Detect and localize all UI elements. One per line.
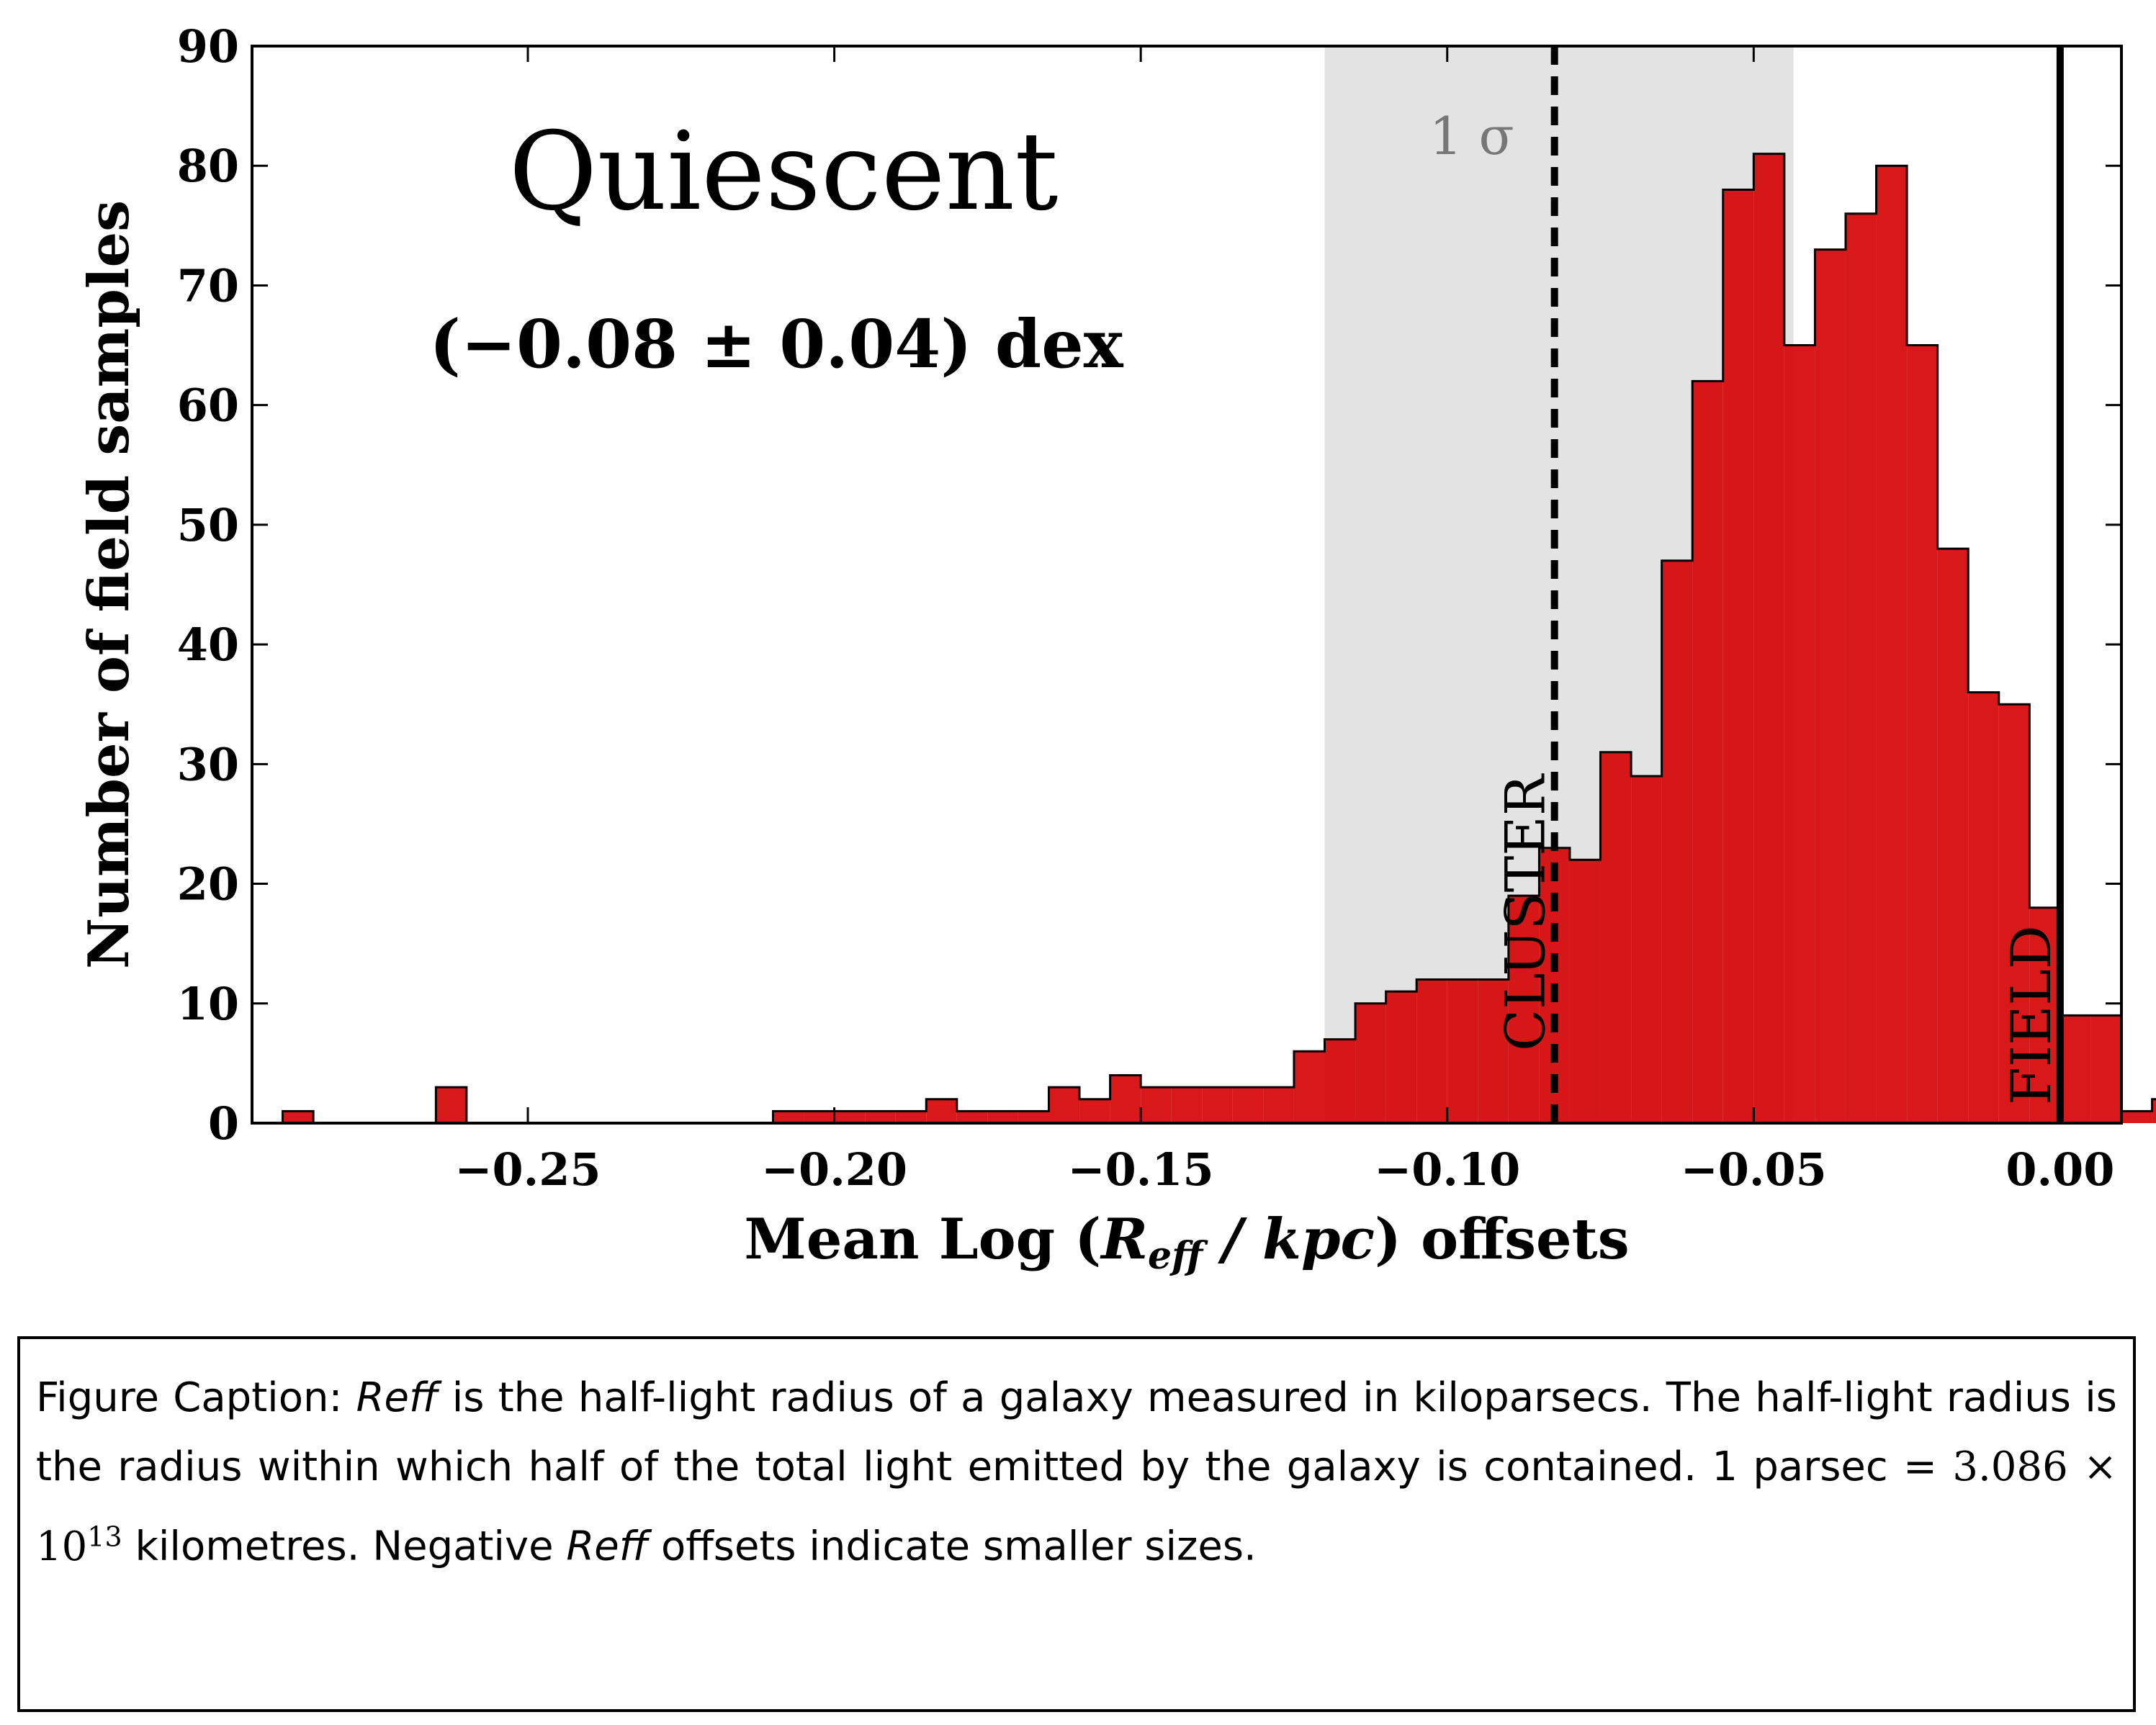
histogram-bar	[773, 1111, 804, 1123]
caption-text-3: offsets indicate smaller sizes.	[660, 1523, 1257, 1570]
x-tick-label: −0.15	[1068, 1143, 1214, 1196]
histogram-bar	[1631, 775, 1662, 1123]
x-axis-label: Mean Log (Reff / kpc) offsets	[744, 1207, 1629, 1278]
histogram-bar	[1600, 752, 1632, 1123]
plot-frame	[251, 45, 2123, 1125]
histogram-bar	[1385, 991, 1417, 1123]
histogram-bar	[1171, 1087, 1203, 1123]
histogram-bar	[1141, 1087, 1172, 1123]
figure-caption: Figure Caption: Reff is the half-light r…	[17, 1336, 2136, 1712]
y-tick-label: 10	[177, 978, 239, 1030]
histogram-bar	[2152, 1099, 2156, 1123]
histogram-bar	[1968, 692, 1999, 1123]
histogram-bar	[865, 1111, 896, 1123]
histogram-bar	[1753, 153, 1784, 1124]
cluster-label: CLUSTER	[1494, 773, 1558, 1051]
histogram-bar	[1876, 166, 1908, 1124]
histogram-bar	[1661, 560, 1693, 1123]
histogram-bar	[1907, 345, 1938, 1123]
histogram-bar	[1416, 979, 1447, 1123]
histogram-chart: −0.25 −0.20 −0.15 −0.10 −0.05 0.00 0 10 20 30 40 50…	[76, 20, 2156, 1278]
histogram-bar	[1784, 345, 1815, 1123]
y-tick-label: 80	[177, 140, 239, 192]
caption-text-2: kilometres. Negative	[135, 1523, 554, 1570]
histogram-bar	[2029, 907, 2060, 1123]
histogram-bar	[926, 1099, 957, 1123]
histogram-bar	[2060, 1015, 2091, 1123]
histogram-bar	[1355, 1003, 1386, 1123]
histogram-bar	[1324, 1039, 1356, 1123]
histogram-bar	[834, 1111, 866, 1123]
histogram-bar	[1815, 249, 1846, 1124]
y-axis-label: Number of field samples	[76, 200, 142, 969]
histogram-bar	[2090, 1015, 2121, 1123]
x-axis-label-symbol: R	[1100, 1207, 1148, 1272]
y-tick-label: 40	[177, 618, 239, 671]
histogram-bar	[1569, 860, 1601, 1123]
histogram-bar	[1845, 213, 1877, 1123]
sigma-label: 1 σ	[1429, 106, 1514, 166]
histogram-bar	[804, 1111, 835, 1123]
caption-math: 3.086 × 10	[36, 1443, 2117, 1570]
x-tick-label: −0.25	[455, 1143, 601, 1196]
x-axis-label-suffix: ) offsets	[1375, 1207, 1630, 1272]
histogram-bar	[1998, 704, 2030, 1123]
x-tick-label: −0.20	[761, 1143, 907, 1196]
y-tick-label: 90	[177, 20, 239, 73]
histogram-bar	[436, 1087, 467, 1123]
histogram-bar	[1692, 381, 1723, 1123]
histogram-bar	[1508, 896, 1540, 1123]
caption-prefix: Figure Caption:	[36, 1374, 343, 1421]
x-tick-label: 0.00	[2005, 1143, 2114, 1196]
histogram-bar	[1048, 1087, 1080, 1123]
caption-text-1: is the half-light radius of a galaxy mea…	[36, 1374, 2117, 1490]
histogram-bar	[2121, 1111, 2152, 1123]
caption-exponent: 13	[87, 1521, 122, 1552]
chart-title: Quiescent	[509, 109, 1059, 235]
histogram-bar	[1079, 1099, 1110, 1123]
x-axis-label-subscript: eff	[1148, 1234, 1208, 1278]
y-tick-label: 0	[208, 1097, 239, 1150]
x-tick-label: −0.10	[1374, 1143, 1520, 1196]
histogram-bar	[1937, 549, 1969, 1123]
histogram-bar	[895, 1111, 927, 1123]
y-tick-label: 50	[177, 499, 239, 551]
histogram-bar	[1018, 1111, 1049, 1123]
histogram-bar	[282, 1111, 314, 1123]
histogram-bar	[1110, 1075, 1141, 1123]
x-axis-label-prefix: Mean Log (	[744, 1207, 1101, 1272]
histogram-bar	[1263, 1087, 1294, 1123]
x-tick-label: −0.05	[1681, 1143, 1827, 1196]
histogram-bar	[1232, 1087, 1264, 1123]
histogram-bar	[1478, 979, 1509, 1123]
histogram-bar	[1722, 189, 1754, 1123]
histogram-bar	[987, 1111, 1018, 1123]
field-label: FIELD	[1999, 925, 2063, 1105]
y-tick-label: 20	[177, 858, 239, 911]
caption-reff-symbol: Reff	[356, 1374, 439, 1421]
y-tick-label: 30	[177, 738, 239, 791]
x-axis-label-unit: / kpc	[1203, 1207, 1375, 1272]
y-tick-label: 60	[177, 379, 239, 432]
y-tick-label: 70	[177, 259, 239, 312]
histogram-bar	[1293, 1051, 1325, 1123]
histogram-bar	[956, 1111, 988, 1123]
histogram-bar	[1202, 1087, 1233, 1123]
histogram-bar	[1447, 979, 1478, 1123]
caption-reff-symbol-2: Reff	[566, 1523, 649, 1570]
chart-subtitle: (−0.08 ± 0.04) dex	[429, 305, 1123, 383]
caption-parsec-value: 3.086 × 1013	[36, 1443, 2117, 1570]
